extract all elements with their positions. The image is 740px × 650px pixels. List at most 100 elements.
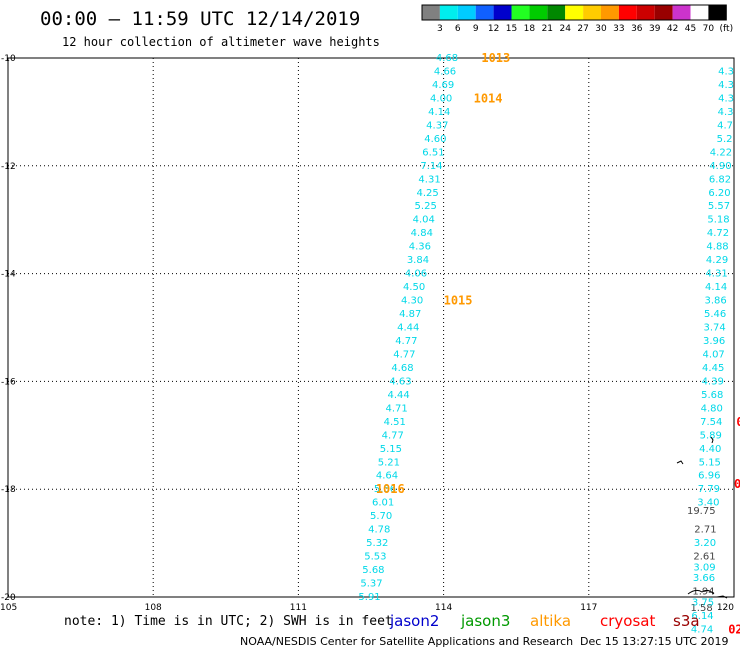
colorbar-swatch bbox=[457, 5, 476, 20]
data-point-label: 5.2 bbox=[717, 134, 733, 145]
data-point-label: 6.82 bbox=[709, 174, 731, 185]
colorbar-label: 45 bbox=[685, 24, 696, 34]
pass-labels: 1013 1014 1015 1016 0 02 024 bbox=[376, 51, 740, 636]
colorbar-legend: 3 6 9 12 15 18 21 24 27 30 33 36 39 42 45 70 (ft) bbox=[421, 4, 733, 34]
x-tick-label: 108 bbox=[145, 603, 162, 613]
data-point-label: 4.77 bbox=[393, 349, 415, 360]
data-point-label: 5.56 bbox=[374, 484, 396, 495]
pass-label: 0 bbox=[736, 415, 740, 429]
colorbar-label: 18 bbox=[524, 24, 536, 34]
data-point-label: 2.61 bbox=[693, 552, 715, 563]
data-point-label: 5.37 bbox=[360, 579, 382, 590]
legend-satellite-jason2: jason2 bbox=[389, 612, 439, 630]
colorbar-swatch bbox=[583, 5, 601, 20]
data-point-label: 3.86 bbox=[704, 296, 726, 307]
y-tick-label: -20 bbox=[1, 593, 16, 603]
data-point-label: 3.84 bbox=[407, 255, 429, 266]
colorbar-label: 21 bbox=[542, 24, 553, 34]
data-point-label: 6.01 bbox=[372, 498, 394, 509]
pass-label: 02 bbox=[734, 477, 740, 491]
coastline-fragment bbox=[687, 589, 715, 595]
data-point-label: 1.94 bbox=[692, 587, 714, 598]
colorbar-swatch bbox=[672, 5, 691, 20]
data-point-label: 7.14 bbox=[420, 161, 442, 172]
legend-satellite-cryosat: cryosat bbox=[600, 612, 655, 630]
data-point-label: 4.00 bbox=[430, 93, 452, 104]
y-axis-ticks: -10 -12 -14 -16 -18 -20 bbox=[1, 54, 16, 603]
data-point-label: 6.51 bbox=[422, 147, 444, 158]
data-point-label: 4.22 bbox=[710, 147, 732, 158]
data-point-label: 5.70 bbox=[370, 511, 392, 522]
colorbar-swatch bbox=[618, 5, 637, 20]
data-point-label: 5.21 bbox=[378, 457, 400, 468]
data-point-label: 4.74 bbox=[691, 624, 713, 635]
data-point-label: 4.37 bbox=[426, 120, 448, 131]
satellite-legend: jason2 jason3 altika cryosat s3a bbox=[389, 612, 700, 630]
data-point-label: 4.68 bbox=[391, 363, 413, 374]
y-tick-label: -18 bbox=[1, 485, 16, 495]
data-point-label: 4.14 bbox=[705, 282, 727, 293]
colorbar-swatch bbox=[422, 5, 440, 20]
colorbar-swatch bbox=[690, 5, 709, 20]
data-point-label: 5.57 bbox=[708, 201, 730, 212]
colorbar-frame bbox=[421, 4, 727, 21]
colorbar-swatch bbox=[529, 5, 548, 20]
x-tick-label: 114 bbox=[435, 603, 452, 613]
data-point-label: 5.53 bbox=[364, 552, 386, 563]
data-point-label: 5.15 bbox=[380, 444, 402, 455]
data-point-label: 4.3 bbox=[718, 107, 734, 118]
colorbar-swatch bbox=[601, 5, 619, 20]
coastline-fragment bbox=[676, 460, 684, 465]
colorbar-swatch bbox=[565, 5, 584, 20]
data-point-label: 4.90 bbox=[709, 161, 731, 172]
data-point-label: 5.68 bbox=[362, 565, 384, 576]
legend-satellite-s3a: s3a bbox=[673, 612, 700, 630]
data-point-label: 4.78 bbox=[368, 525, 390, 536]
x-axis-ticks: 105 108 111 114 117 120 bbox=[0, 603, 734, 613]
legend-satellite-jason3: jason3 bbox=[460, 612, 510, 630]
chart-title: 00:00 — 11:59 UTC 12/14/2019 bbox=[40, 8, 360, 30]
x-tick-label: 120 bbox=[717, 603, 734, 613]
data-point-label: 4.77 bbox=[382, 430, 404, 441]
data-point-label: 3.40 bbox=[697, 498, 719, 509]
colorbar-label: 39 bbox=[649, 24, 661, 34]
data-point-label: 4.44 bbox=[387, 390, 409, 401]
data-point-label: 4.84 bbox=[411, 228, 433, 239]
colorbar-label: 27 bbox=[577, 24, 588, 34]
data-point-label: 4.77 bbox=[395, 336, 417, 347]
data-point-label: 4.64 bbox=[376, 471, 398, 482]
data-point-label: 4.60 bbox=[424, 134, 446, 145]
data-point-label: 6.96 bbox=[698, 471, 720, 482]
data-point-label: 4.30 bbox=[401, 296, 423, 307]
colorbar-swatch bbox=[493, 5, 512, 20]
data-point-label: 5.89 bbox=[700, 430, 722, 441]
data-point-label: 4.40 bbox=[699, 444, 721, 455]
colorbar-swatch bbox=[439, 5, 458, 20]
data-point-label: 19.75 bbox=[687, 506, 716, 517]
data-point-label: 1.58 bbox=[690, 603, 712, 614]
colorbar-swatch bbox=[475, 5, 494, 20]
y-tick-label: -16 bbox=[1, 377, 16, 387]
colorbar-label: 42 bbox=[667, 24, 678, 34]
chart-subtitle: 12 hour collection of altimeter wave hei… bbox=[62, 35, 380, 49]
data-point-label: 4.29 bbox=[706, 255, 728, 266]
data-point-label: 7.54 bbox=[700, 417, 722, 428]
data-point-label: 4.7 bbox=[717, 120, 733, 131]
data-point-label: 3.20 bbox=[694, 538, 716, 549]
pass-label: 1014 bbox=[474, 91, 503, 105]
legend-note: note: 1) Time is in UTC; 2) SWH is in fe… bbox=[64, 614, 393, 629]
data-point-label: 4.3 bbox=[718, 80, 734, 91]
colorbar-label: 3 bbox=[437, 24, 443, 34]
data-point-label: 4.07 bbox=[703, 349, 725, 360]
colorbar-label: 36 bbox=[631, 24, 643, 34]
data-point-label: 5.25 bbox=[415, 201, 437, 212]
data-point-label: 5.46 bbox=[704, 309, 726, 320]
data-point-label: 4.31 bbox=[418, 174, 440, 185]
data-point-label: 4.3 bbox=[718, 66, 734, 77]
data-point-label: 4.63 bbox=[389, 376, 411, 387]
x-tick-label: 111 bbox=[290, 603, 307, 613]
data-point-label: 4.72 bbox=[707, 228, 729, 239]
colorbar-label: 33 bbox=[613, 24, 624, 34]
legend-satellite-altika: altika bbox=[530, 612, 571, 630]
